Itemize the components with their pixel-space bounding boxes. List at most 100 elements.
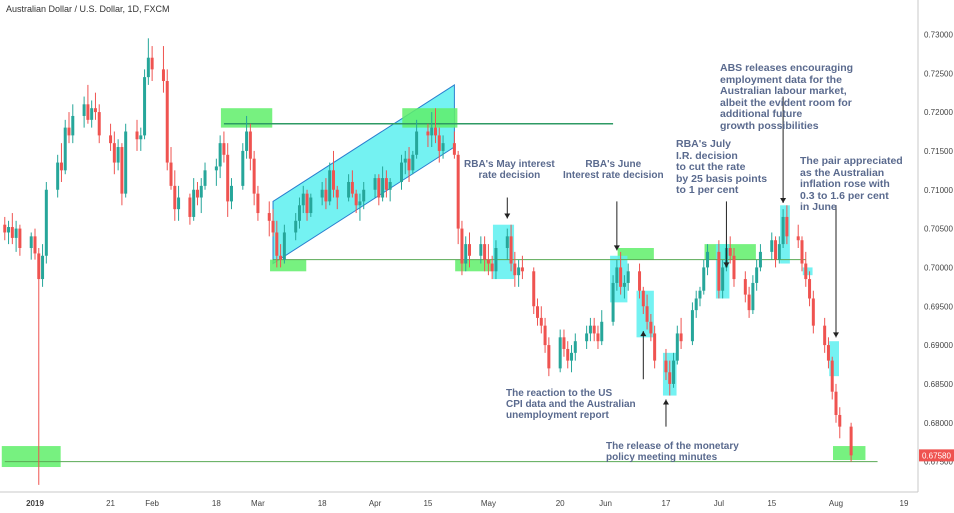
cyan-highlight-box bbox=[780, 205, 790, 264]
candle-body bbox=[570, 352, 574, 361]
candle-body bbox=[63, 127, 67, 171]
annotation-cpi: The reaction to the US CPI data and the … bbox=[506, 388, 636, 421]
candle-body bbox=[335, 189, 339, 198]
candle-body bbox=[774, 240, 778, 260]
annotation-abs: ABS releases encouraging employment data… bbox=[720, 62, 854, 132]
candle-body bbox=[702, 267, 706, 291]
candle-body bbox=[195, 189, 199, 198]
candle-body bbox=[430, 127, 434, 136]
y-tick-label: 0.68500 bbox=[924, 380, 953, 389]
candle-body bbox=[672, 360, 676, 384]
candle-body bbox=[823, 325, 827, 346]
green-highlight-box bbox=[1, 446, 61, 468]
candle-body bbox=[796, 236, 800, 241]
candle-body bbox=[830, 360, 834, 392]
candle-body bbox=[437, 135, 441, 151]
annotation-arrowhead bbox=[780, 197, 787, 203]
candle-body bbox=[218, 143, 222, 167]
candle-body bbox=[44, 189, 48, 256]
candle-body bbox=[165, 81, 169, 163]
candle-body bbox=[139, 135, 143, 140]
y-tick-label: 0.68000 bbox=[924, 419, 953, 428]
candle-body bbox=[399, 162, 403, 182]
x-tick-label: Feb bbox=[145, 499, 159, 508]
candle-body bbox=[97, 112, 101, 136]
candle-body bbox=[173, 185, 177, 210]
green-highlight-box bbox=[833, 446, 866, 461]
candle-body bbox=[849, 426, 853, 456]
green-highlight-box bbox=[270, 259, 307, 272]
candle-body bbox=[668, 372, 672, 384]
y-tick-label: 0.70500 bbox=[924, 225, 953, 234]
candle-body bbox=[214, 166, 218, 171]
candle-body bbox=[124, 131, 128, 194]
green-highlight-box bbox=[455, 259, 492, 272]
candle-body bbox=[297, 205, 301, 221]
candle-body bbox=[483, 244, 487, 260]
candle-body bbox=[690, 310, 694, 342]
candle-body bbox=[486, 259, 490, 264]
candle-body bbox=[415, 131, 419, 155]
green-highlight-box bbox=[402, 108, 458, 128]
candle-body bbox=[347, 181, 351, 198]
candle-body bbox=[547, 345, 551, 369]
candle-body bbox=[732, 255, 736, 280]
annotation-july: RBA's July I.R. decision to cut the rate… bbox=[676, 138, 768, 196]
candle-body bbox=[56, 162, 60, 190]
candle-body bbox=[600, 321, 604, 342]
candle-body bbox=[354, 193, 358, 206]
candle-body bbox=[37, 253, 41, 280]
y-tick-label: 0.69500 bbox=[924, 302, 953, 311]
candle-body bbox=[192, 189, 196, 217]
y-tick-label: 0.69000 bbox=[924, 341, 953, 350]
candle-body bbox=[566, 348, 570, 361]
candle-body bbox=[67, 127, 71, 136]
candle-body bbox=[785, 216, 789, 237]
candle-body bbox=[271, 220, 275, 233]
x-tick-label: 20 bbox=[556, 499, 565, 508]
candle-body bbox=[434, 127, 437, 136]
candle-body bbox=[588, 325, 592, 334]
candle-body bbox=[626, 271, 630, 283]
candle-body bbox=[18, 228, 22, 248]
candle-body bbox=[505, 236, 509, 248]
candle-body bbox=[411, 154, 415, 171]
candle-body bbox=[573, 341, 577, 353]
candle-body bbox=[743, 279, 747, 295]
candle-body bbox=[664, 360, 668, 373]
candle-body bbox=[93, 108, 97, 113]
candle-body bbox=[698, 290, 702, 299]
candle-body bbox=[403, 158, 407, 163]
candle-body bbox=[649, 321, 653, 334]
cyan-highlight-box bbox=[829, 341, 839, 377]
candle-body bbox=[638, 271, 642, 291]
candle-body bbox=[826, 345, 830, 361]
candle-body bbox=[112, 143, 116, 163]
candle-body bbox=[143, 77, 147, 136]
candle-body bbox=[14, 228, 18, 238]
candle-body bbox=[653, 333, 657, 361]
y-tick-label: 0.72500 bbox=[924, 69, 953, 78]
x-tick-label: 15 bbox=[767, 499, 776, 508]
candle-body bbox=[596, 333, 600, 342]
candle-body bbox=[770, 240, 774, 252]
candle-body bbox=[804, 263, 808, 280]
chart-title: Australian Dollar / U.S. Dollar, 1D, FXC… bbox=[6, 4, 170, 14]
candle-body bbox=[811, 298, 815, 326]
x-tick-label: 21 bbox=[106, 499, 115, 508]
candle-body bbox=[558, 337, 562, 369]
x-tick-label: Aug bbox=[829, 499, 843, 508]
candle-body bbox=[229, 185, 233, 202]
candle-body bbox=[3, 224, 7, 233]
x-tick-label: 19 bbox=[900, 499, 909, 508]
candle-body bbox=[188, 197, 192, 217]
candle-body bbox=[781, 216, 785, 245]
candle-body bbox=[452, 143, 456, 155]
candle-body bbox=[543, 325, 547, 346]
candle-body bbox=[751, 282, 755, 311]
candle-body bbox=[350, 181, 354, 194]
candle-body bbox=[328, 170, 332, 202]
y-tick-label: 0.70000 bbox=[924, 263, 953, 272]
